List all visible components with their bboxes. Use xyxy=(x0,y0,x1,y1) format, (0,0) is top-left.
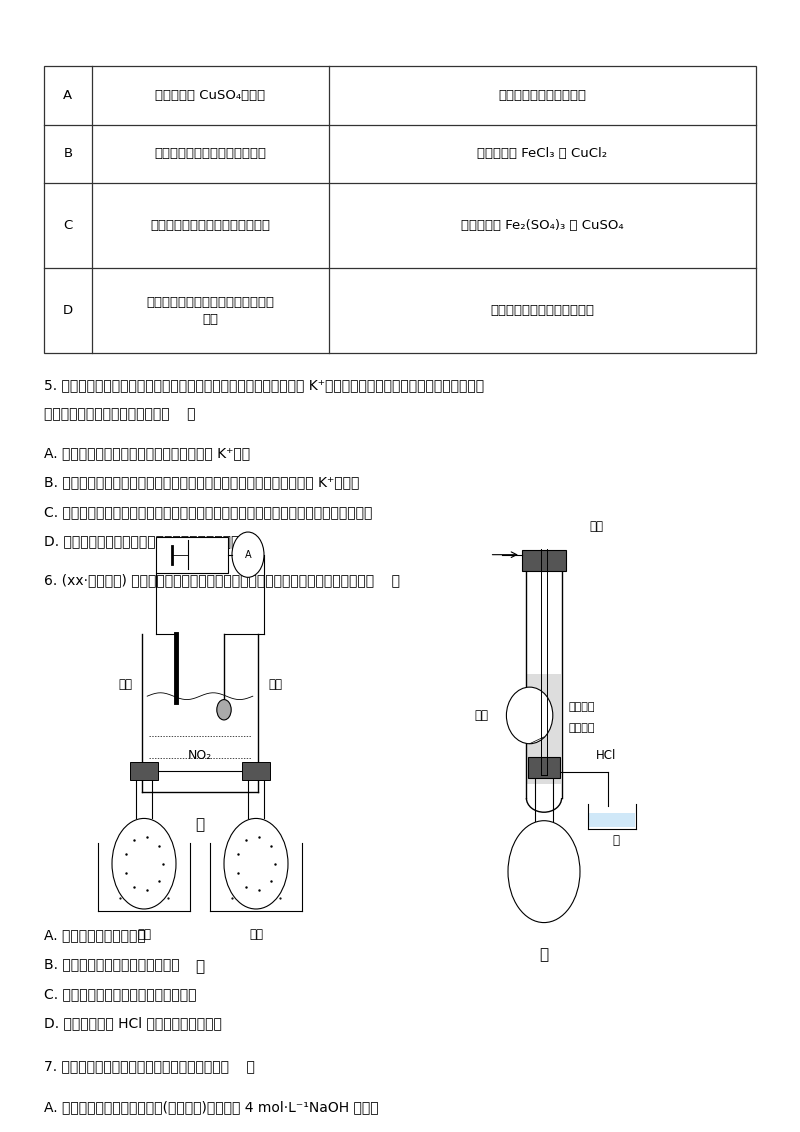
Text: 将铁片和铜片分别放入热浓硫酸中: 将铁片和铜片分别放入热浓硫酸中 xyxy=(150,220,270,232)
Text: A. 观察氯化钾溶液没有颜色，表明溶液中的 K⁺无色: A. 观察氯化钾溶液没有颜色，表明溶液中的 K⁺无色 xyxy=(44,446,250,460)
Text: NO₂: NO₂ xyxy=(188,749,212,762)
Text: 丁: 丁 xyxy=(539,947,549,962)
Text: 6. (xx·黄山模拟) 用下图所示实验装置进行的实验中，不能达到相应实验目的的是（    ）: 6. (xx·黄山模拟) 用下图所示实验装置进行的实验中，不能达到相应实验目的的… xyxy=(44,573,400,586)
Text: 将铁片置于 CuSO₄溶液中: 将铁片置于 CuSO₄溶液中 xyxy=(155,88,266,102)
Text: 产物分别为 Fe₂(SO₄)₃ 和 CuSO₄: 产物分别为 Fe₂(SO₄)₃ 和 CuSO₄ xyxy=(461,220,624,232)
Bar xyxy=(589,813,635,827)
Text: B: B xyxy=(63,147,73,161)
Text: D: D xyxy=(62,305,73,317)
Text: 将铁片和铜片分别置于热的稀硝酸溶
液中: 将铁片和铜片分别置于热的稀硝酸溶 液中 xyxy=(146,295,274,326)
Text: 酸性高锰: 酸性高锰 xyxy=(568,703,594,712)
Text: 石墨: 石墨 xyxy=(118,678,132,692)
Text: 7. 以下进行性质比较的实验设计，不合理的是（    ）: 7. 以下进行性质比较的实验设计，不合理的是（ ） xyxy=(44,1060,255,1073)
Text: 气体: 气体 xyxy=(590,520,604,533)
Text: 酸钾溶液: 酸钾溶液 xyxy=(568,723,594,732)
Text: 铁钉: 铁钉 xyxy=(268,678,282,692)
Text: 铁片上、铜片上均有气泡产生: 铁片上、铜片上均有气泡产生 xyxy=(490,305,594,317)
Circle shape xyxy=(217,700,231,720)
Text: C. 在高锰酸钾溶液中加入适量锌粉、振荡、静置后紫红色褪去，表明高锶酸根为紫红色: C. 在高锰酸钾溶液中加入适量锌粉、振荡、静置后紫红色褪去，表明高锶酸根为紫红色 xyxy=(44,505,372,518)
Circle shape xyxy=(224,818,288,909)
Bar xyxy=(527,674,561,784)
Text: 甲: 甲 xyxy=(195,817,205,832)
Bar xyxy=(130,762,158,780)
Text: C. 装置丙：探究温度对化学平衡的影响: C. 装置丙：探究温度对化学平衡的影响 xyxy=(44,987,197,1001)
Text: 乙: 乙 xyxy=(539,823,549,838)
Circle shape xyxy=(508,821,580,923)
Bar xyxy=(242,762,270,780)
Bar xyxy=(528,757,560,778)
Text: D. 装置丁：验证 HCl 气体在水中的溶解性: D. 装置丁：验证 HCl 气体在水中的溶解性 xyxy=(44,1017,222,1030)
Text: A. 装置甲：防止铁钉生锈: A. 装置甲：防止铁钉生锈 xyxy=(44,928,146,942)
Text: A: A xyxy=(245,550,251,559)
Bar xyxy=(156,537,228,573)
Text: 水: 水 xyxy=(613,834,619,847)
Circle shape xyxy=(232,532,264,577)
Text: 铁片上有亮红色物质析出: 铁片上有亮红色物质析出 xyxy=(498,88,586,102)
Bar xyxy=(522,550,566,571)
Text: 产物分别为 FeCl₃ 和 CuCl₂: 产物分别为 FeCl₃ 和 CuCl₂ xyxy=(478,147,607,161)
Text: B. 装置乙：除去乙烯中混有的乙炔: B. 装置乙：除去乙烯中混有的乙炔 xyxy=(44,958,180,971)
Text: B. 在氯化钾溶液中加入适量锌粉振荡，静置后未见明显变化，表明锌与 K⁺不反应: B. 在氯化钾溶液中加入适量锌粉振荡，静置后未见明显变化，表明锌与 K⁺不反应 xyxy=(44,475,359,489)
Circle shape xyxy=(112,818,176,909)
Text: C: C xyxy=(63,220,73,232)
Text: 5. 某同学想用实验证明高锰酸钾的紫红色是高锶酸根的颜色，而不是 K⁺的颜色，他设计了以下实验方案。请你判断: 5. 某同学想用实验证明高锰酸钾的紫红色是高锶酸根的颜色，而不是 K⁺的颜色，他… xyxy=(44,378,484,392)
Text: 热水: 热水 xyxy=(137,928,151,941)
Text: 气球: 气球 xyxy=(474,709,488,722)
Text: 冰水: 冰水 xyxy=(249,928,263,941)
Text: D. 将高锰酸钾晶体加热分解，所得的固体质量减轻: D. 将高锰酸钾晶体加热分解，所得的固体质量减轻 xyxy=(44,534,239,548)
Text: A. 比较镁、铝金属性：镁、铝(除氧化膜)分别放入 4 mol·L⁻¹NaOH 溶液中: A. 比较镁、铝金属性：镁、铝(除氧化膜)分别放入 4 mol·L⁻¹NaOH … xyxy=(44,1100,378,1114)
Ellipse shape xyxy=(506,687,553,744)
Text: 将铁丝和铜丝分别在氯气中燃烧: 将铁丝和铜丝分别在氯气中燃烧 xyxy=(154,147,266,161)
Text: 丙: 丙 xyxy=(195,959,205,974)
Text: 下列方案与本实验目的无关的是（    ）: 下列方案与本实验目的无关的是（ ） xyxy=(44,408,195,421)
Text: HCl: HCl xyxy=(596,748,616,762)
Bar xyxy=(44,66,756,353)
Text: A: A xyxy=(63,88,73,102)
